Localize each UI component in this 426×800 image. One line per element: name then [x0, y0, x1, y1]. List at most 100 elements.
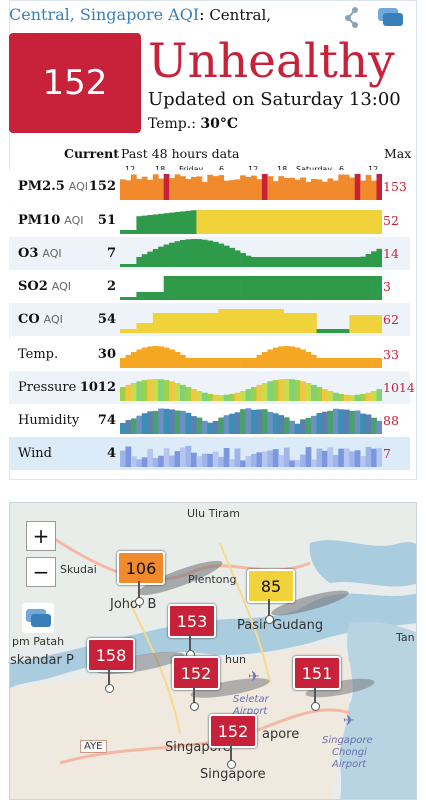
pollutant-row[interactable]: O3 AQI 7 14: [9, 237, 410, 270]
history-bar: [272, 380, 279, 401]
pollutant-row[interactable]: Humidity 74 88: [9, 404, 410, 437]
history-bar: [136, 292, 143, 300]
history-bar: [349, 451, 356, 467]
history-bar: [185, 387, 192, 401]
history-bar: [300, 381, 306, 401]
history-bar: [300, 210, 306, 234]
current-value: 2: [106, 279, 116, 294]
layers-icon[interactable]: [376, 6, 404, 28]
history-bar: [256, 257, 263, 267]
history-bar: [327, 329, 334, 333]
history-bar: [201, 276, 208, 300]
pollutant-row[interactable]: PM10 AQI 51 52: [9, 204, 410, 237]
zoom-out-button[interactable]: −: [26, 557, 56, 587]
history-bar: [251, 387, 257, 401]
col-history: Past 48 hours data: [121, 146, 240, 161]
history-bar: [332, 180, 339, 200]
history-bar: [174, 383, 181, 401]
history-bar: [261, 451, 268, 467]
city-name: Central, Singapore AQI: [9, 5, 200, 24]
pollutant-row[interactable]: Pressure 1012 1014: [9, 371, 415, 404]
history-bar: [283, 313, 290, 333]
station-pin-johor[interactable]: 106: [117, 551, 165, 606]
station-pin-east[interactable]: 151: [293, 656, 341, 711]
station-pin-south[interactable]: 152: [209, 714, 257, 769]
history-bar: [283, 447, 290, 467]
history-bar: [360, 315, 366, 333]
history-bar: [354, 210, 361, 234]
history-bar: [278, 210, 285, 234]
history-bar: [376, 389, 382, 401]
current-value: 152: [88, 179, 116, 194]
history-bar: [349, 315, 356, 333]
station-pin-north[interactable]: 153: [168, 604, 216, 659]
history-bar: [191, 210, 197, 234]
history-bar: [376, 248, 382, 267]
history-bar: [120, 297, 126, 300]
history-bar: [125, 329, 132, 333]
history-bar: [169, 212, 175, 234]
pollutant-row[interactable]: Wind 4 7: [9, 437, 410, 470]
history-bar: [332, 329, 339, 333]
history-bar: [294, 210, 301, 234]
history-bar: [354, 450, 361, 467]
history-bar: [234, 309, 241, 333]
station-title[interactable]: Central, Singapore AQI: Central,: [9, 5, 271, 24]
current-value: 30: [97, 347, 116, 362]
pollutant-row[interactable]: PM2.5 AQI 152 153: [9, 170, 410, 203]
history-bar: [338, 409, 345, 434]
history-bar: [229, 413, 235, 434]
history-bar: [354, 394, 361, 401]
history-bar: [343, 448, 350, 467]
history-bar: [256, 179, 263, 200]
pollutant-row[interactable]: SO2 AQI 2 3: [9, 270, 410, 303]
station-pin-central[interactable]: 152: [172, 656, 220, 711]
history-bar: [201, 420, 208, 434]
history-bar: [223, 448, 230, 467]
station-pin-west[interactable]: 158: [87, 638, 135, 693]
history-bar: [147, 251, 154, 267]
current-value: 54: [97, 312, 116, 327]
history-bar: [251, 210, 257, 234]
history-bar: [338, 174, 345, 200]
history-bar: [256, 384, 263, 401]
history-bar: [272, 309, 279, 333]
history-bar: [311, 257, 317, 267]
history-bar: [267, 176, 274, 200]
history-bar: [174, 276, 181, 300]
history-bar: [163, 244, 170, 267]
place-skudai: Skudai: [60, 563, 97, 576]
history-bar: [365, 358, 372, 368]
history-bar: [207, 240, 214, 267]
history-bar: [234, 250, 241, 267]
history-bar: [234, 392, 241, 401]
history-bar: [300, 257, 306, 267]
history-bar: [130, 352, 137, 368]
map[interactable]: ✈ ✈ Ulu Tiram Skudai Plentong Johor B Pa…: [9, 502, 417, 800]
history-bar: [185, 239, 192, 267]
history-bar: [376, 315, 382, 333]
history-bar: [218, 395, 225, 401]
history-bar: [256, 210, 263, 234]
place-apore: apore: [262, 727, 300, 742]
station-pin-pasir-gudang[interactable]: 85: [247, 569, 295, 624]
history-bar: [218, 243, 225, 267]
history-bar: [191, 389, 197, 401]
history-bar: [327, 178, 334, 200]
history-bar: [371, 210, 377, 234]
pollutant-row[interactable]: Temp. 30 33: [9, 338, 410, 371]
map-layers-button[interactable]: [22, 603, 54, 633]
pollutant-row[interactable]: CO AQI 54 62: [9, 303, 410, 336]
max-value: 1014: [383, 380, 415, 395]
history-bar: [349, 395, 356, 401]
col-max: Max: [384, 146, 412, 161]
history-bar: [376, 447, 382, 467]
history-bar: [327, 257, 334, 267]
history-bar: [218, 210, 225, 234]
aqi-status: Unhealthy: [148, 34, 395, 89]
history-bar: [256, 276, 263, 300]
zoom-in-button[interactable]: +: [26, 521, 56, 551]
history-bar: [218, 276, 225, 300]
history-bar: [120, 423, 126, 434]
share-icon[interactable]: [343, 6, 363, 28]
